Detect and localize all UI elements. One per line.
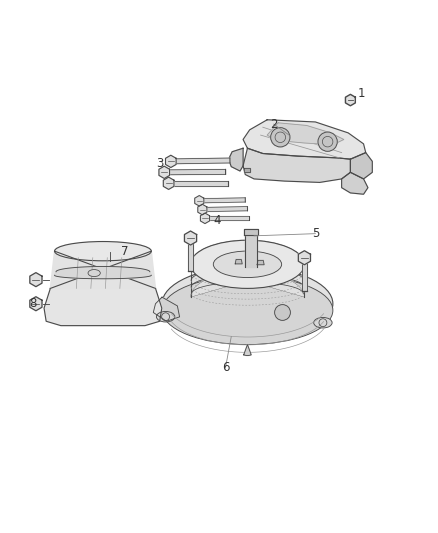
Polygon shape bbox=[184, 231, 197, 245]
Ellipse shape bbox=[213, 251, 282, 278]
Polygon shape bbox=[153, 297, 180, 321]
Polygon shape bbox=[188, 238, 193, 271]
Polygon shape bbox=[245, 235, 257, 266]
Ellipse shape bbox=[55, 241, 151, 261]
Polygon shape bbox=[159, 166, 170, 179]
Polygon shape bbox=[350, 152, 372, 179]
Polygon shape bbox=[302, 258, 307, 290]
Circle shape bbox=[318, 132, 337, 151]
Polygon shape bbox=[342, 172, 368, 194]
Text: 1: 1 bbox=[357, 87, 365, 100]
Text: 5: 5 bbox=[312, 227, 319, 240]
Text: 3: 3 bbox=[156, 157, 163, 170]
Polygon shape bbox=[198, 204, 207, 215]
Ellipse shape bbox=[191, 240, 304, 288]
Polygon shape bbox=[346, 94, 355, 106]
Polygon shape bbox=[243, 148, 350, 182]
Polygon shape bbox=[166, 155, 176, 167]
Polygon shape bbox=[169, 181, 228, 185]
Polygon shape bbox=[267, 123, 344, 145]
Polygon shape bbox=[243, 120, 366, 159]
Polygon shape bbox=[199, 198, 245, 203]
Ellipse shape bbox=[156, 311, 175, 322]
Polygon shape bbox=[244, 168, 250, 172]
Ellipse shape bbox=[314, 318, 332, 328]
Polygon shape bbox=[205, 216, 249, 221]
Polygon shape bbox=[229, 148, 243, 171]
Ellipse shape bbox=[88, 270, 100, 277]
Polygon shape bbox=[244, 344, 251, 356]
Circle shape bbox=[271, 128, 290, 147]
Polygon shape bbox=[235, 260, 242, 264]
Polygon shape bbox=[50, 241, 155, 288]
Text: 2: 2 bbox=[270, 118, 278, 131]
Text: 6: 6 bbox=[222, 361, 230, 374]
Ellipse shape bbox=[162, 266, 333, 341]
Polygon shape bbox=[195, 196, 204, 206]
Circle shape bbox=[275, 304, 290, 320]
Polygon shape bbox=[164, 169, 226, 175]
Polygon shape bbox=[191, 240, 304, 297]
Polygon shape bbox=[298, 251, 311, 265]
Polygon shape bbox=[244, 229, 258, 235]
Polygon shape bbox=[202, 207, 247, 212]
Polygon shape bbox=[257, 260, 264, 265]
Polygon shape bbox=[44, 288, 162, 326]
Text: 7: 7 bbox=[121, 245, 129, 257]
Polygon shape bbox=[171, 158, 230, 164]
Polygon shape bbox=[201, 213, 209, 223]
Polygon shape bbox=[30, 273, 42, 287]
Polygon shape bbox=[55, 266, 151, 279]
Polygon shape bbox=[163, 177, 174, 189]
Text: 4: 4 bbox=[213, 214, 221, 227]
Text: 8: 8 bbox=[29, 297, 36, 310]
Ellipse shape bbox=[246, 261, 264, 271]
Polygon shape bbox=[30, 297, 42, 311]
Ellipse shape bbox=[162, 276, 333, 344]
